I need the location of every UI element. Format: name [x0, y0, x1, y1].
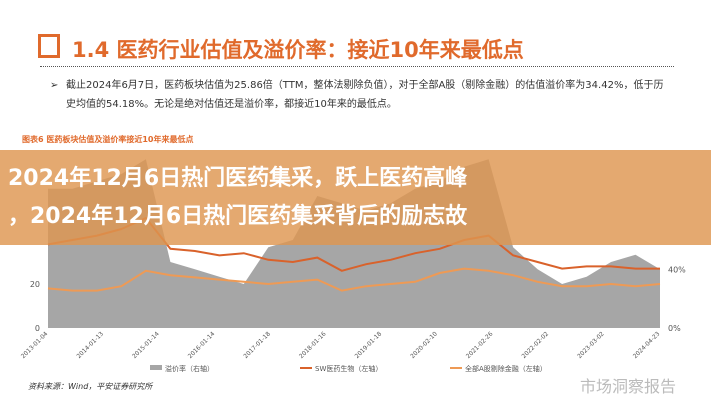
x-tick-label: 2022-02-02 [521, 330, 551, 360]
x-tick-label: 2014-01-13 [75, 330, 105, 360]
x-tick-label: 2017-01-18 [242, 330, 272, 360]
x-tick-label: 2018-01-16 [298, 330, 328, 360]
right-tick-label: 40% [668, 265, 686, 274]
watermark: 市场洞察报告 [580, 377, 677, 396]
series-line-2 [47, 267, 661, 292]
x-tick-label: 2024-04-23 [632, 330, 662, 360]
legend-label: SW医药生物（左轴） [315, 364, 382, 373]
legend-label: 溢价率（右轴） [165, 364, 214, 373]
pencil-note-icon [38, 34, 60, 58]
overlay-title-line2: ，2024年12月6日热门医药集采背后的励志故 [8, 204, 468, 229]
bullet-text-line1: 截止2024年6月7日，医药板块估值为25.86倍（TTM，整体法剔除负值），对… [66, 80, 664, 91]
x-tick-label: 2023-03-02 [576, 330, 606, 360]
divider [40, 66, 674, 67]
x-tick-label: 2013-01-04 [20, 330, 50, 360]
title-overlay [0, 150, 711, 245]
left-tick-label: 20 [30, 280, 40, 289]
x-tick-label: 2016-01-14 [187, 330, 217, 360]
legend-swatch [150, 365, 162, 370]
section-title: 1.4 医药行业估值及溢价率：接近10年来最低点 [72, 38, 524, 62]
bullet-text-line2: 史均值的54.18%。无论是绝对估值还是溢价率，都接近10年来的最低点。 [66, 99, 397, 110]
x-tick-label: 2021-02-26 [465, 330, 495, 360]
overlay-title-line1: 2024年12月6日热门医药集采，跃上医药高峰 [8, 166, 468, 191]
x-tick-label: 2020-02-10 [409, 330, 439, 360]
left-tick-label: 0 [35, 324, 40, 333]
bullet-arrow-icon: ➢ [50, 80, 59, 91]
right-tick-label: 0% [668, 324, 681, 333]
figure-caption: 图表6 医药板块估值及溢价率接近10年来最低点 [22, 135, 194, 144]
legend-label: 全部A股剔除金融（左轴） [465, 364, 547, 373]
x-tick-label: 2015-01-14 [131, 330, 161, 360]
source-note: 资料来源：Wind，平安证券研究所 [28, 382, 153, 391]
x-tick-label: 2019-01-18 [354, 330, 384, 360]
